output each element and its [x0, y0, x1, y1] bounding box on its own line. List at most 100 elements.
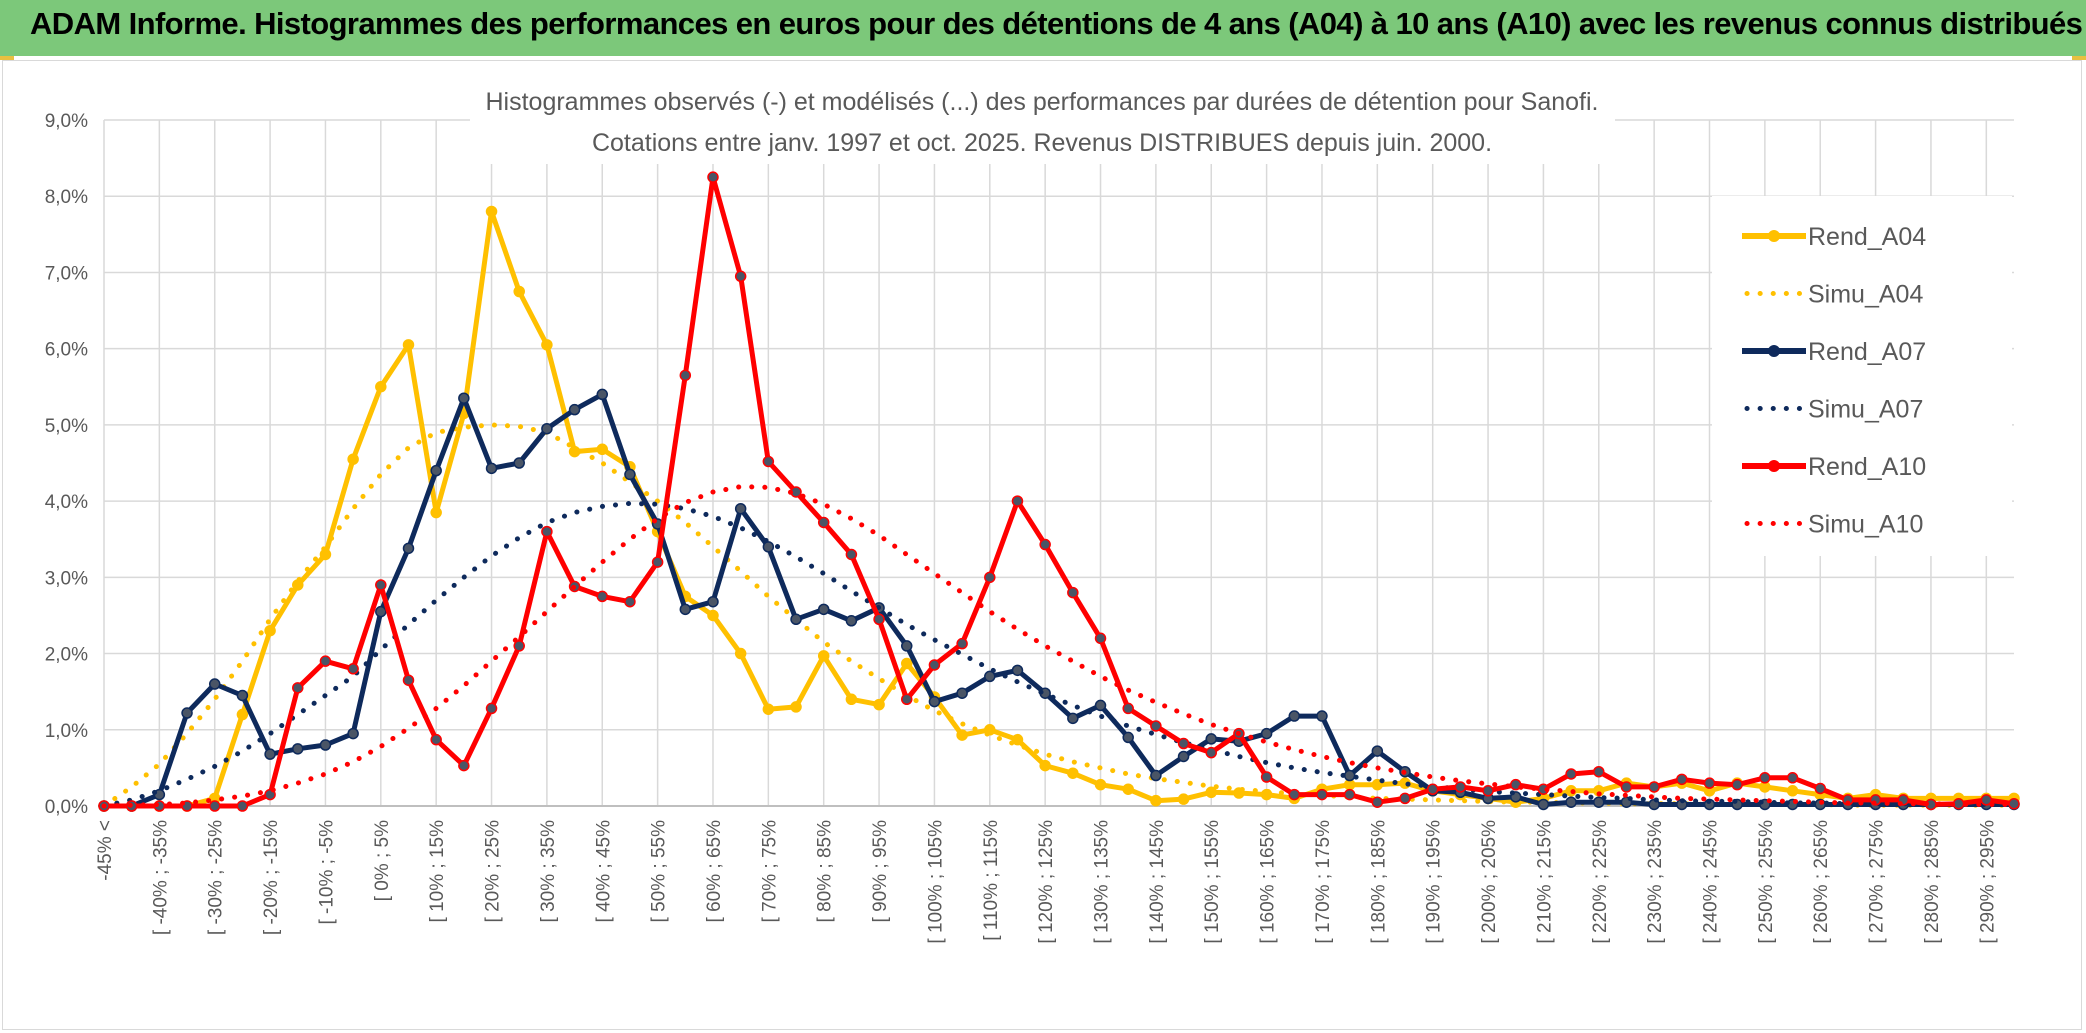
rend-a10-point: [236, 800, 249, 812]
rend-a10-point: [1952, 797, 1965, 810]
rend-a07-point: [1537, 798, 1550, 811]
x-tick-label: [ 260% ; 265%: [1811, 820, 1832, 944]
x-tick-label: [ 210% ; 215%: [1534, 820, 1555, 944]
rend-a10-point: [1039, 538, 1051, 551]
rend-a04-point: [1122, 783, 1134, 795]
x-tick-label: [ -40% ; -35%: [150, 820, 171, 935]
rend-a10-point: [1122, 702, 1134, 715]
rend-a04-point: [347, 453, 359, 465]
rend-a07-point: [375, 605, 387, 618]
x-tick-label: [ 150% ; 155%: [1202, 820, 1223, 944]
simu-a10-line: [101, 484, 2017, 809]
rend-a07-point: [1316, 710, 1328, 722]
rend-a10-point: [1260, 771, 1273, 783]
rend-a10-point: [984, 571, 996, 584]
rend-a07-point: [1205, 733, 1217, 745]
rend-a04-line: [104, 209, 2014, 809]
x-tick-label: [ 240% ; 245%: [1701, 820, 1722, 944]
rend-a10-point: [485, 702, 498, 715]
x-tick-label: [ 30% ; 35%: [538, 820, 559, 923]
rend-a04-point: [873, 698, 885, 711]
rend-a10-point: [513, 640, 525, 652]
rend-a10-point: [707, 171, 719, 183]
x-tick-label: [ 90% ; 95%: [870, 820, 891, 923]
x-tick-label: [ -20% ; -15%: [261, 820, 282, 935]
rend-a07-point: [208, 678, 221, 690]
legend-label-simu-a10: Simu_A10: [1808, 511, 1923, 539]
rend-a10-point: [624, 595, 636, 608]
y-tick-label: 5,0%: [45, 416, 88, 437]
rend-a10-point: [901, 693, 913, 706]
rend-a10-point: [1067, 586, 1079, 599]
rend-a07-point: [236, 689, 249, 702]
y-tick-label: 8,0%: [45, 187, 88, 208]
rend-a10-point: [1814, 782, 1826, 795]
rend-a07-point: [596, 388, 609, 401]
rend-a07-point: [1067, 712, 1079, 725]
rend-a04-point: [568, 445, 581, 458]
rend-a04-point: [513, 285, 525, 298]
rend-a04-point: [817, 650, 830, 662]
x-tick-label: [ 110% ; 115%: [981, 820, 1002, 941]
rend-a10-point: [458, 759, 470, 772]
x-tick-label: [ 80% ; 85%: [815, 820, 836, 923]
axes: 0,0% 1,0% 2,0% 3,0% 4,0% 5,0% 6,0% 7,0% 8,0% 9,0%…: [45, 111, 2014, 944]
y-tick-label: 2,0%: [45, 645, 88, 666]
rend-a04-point: [1094, 778, 1107, 791]
rend-a07-point: [264, 748, 276, 760]
rend-a10-point: [1288, 788, 1301, 801]
rend-a10-point: [1620, 781, 1633, 793]
rend-a10-point: [1371, 796, 1384, 808]
x-tick-label: [ 140% ; 145%: [1147, 820, 1168, 944]
rend-a04-point: [956, 729, 968, 741]
rend-a10-point: [1454, 781, 1467, 793]
rend-a10-point: [208, 800, 221, 812]
rend-a04-point: [402, 339, 415, 351]
rend-a07-point: [568, 403, 581, 416]
rend-a10-point: [541, 525, 553, 538]
rend-a04-point: [264, 624, 276, 637]
rend-a07-point: [845, 615, 858, 627]
rend-a07-point: [1343, 769, 1356, 782]
x-tick-label: [ 50% ; 55%: [649, 820, 670, 923]
y-tick-label: 7,0%: [45, 263, 88, 284]
y-tick-label: 6,0%: [45, 340, 88, 361]
x-tick-label: [ 70% ; 75%: [759, 820, 780, 923]
rend-a10-point: [1150, 720, 1162, 732]
rend-a04-point: [430, 506, 442, 519]
y-tick-label: 9,0%: [45, 111, 88, 132]
legend-marker-rend-a04: [1768, 230, 1780, 242]
rend-a04-point: [596, 443, 609, 456]
rend-a07-point: [513, 457, 525, 469]
rend-a07-point: [1094, 699, 1107, 712]
rend-a04-point: [1205, 786, 1217, 799]
rend-a10-point: [956, 637, 968, 650]
rend-a10-point: [292, 682, 304, 694]
chart-subtitle: Cotations entre janv. 1997 et oct. 2025.…: [592, 129, 1492, 157]
rend-a10-point: [1703, 777, 1716, 789]
rend-a07-point: [1565, 796, 1577, 808]
rend-a10-point: [679, 369, 692, 382]
chart-titles: Histogrammes observés (-) et modélisés (…: [470, 82, 1615, 164]
rend-a10-point: [430, 733, 442, 746]
rend-a07-point: [901, 640, 913, 652]
rend-a10-point: [1759, 772, 1771, 784]
x-tick-label: [ -10% ; -5%: [316, 820, 337, 925]
rend-a04-point: [1177, 793, 1190, 805]
rend-a07-line: [104, 391, 2014, 809]
rend-a10-point: [2008, 797, 2020, 810]
rend-a04-point: [541, 339, 553, 351]
rend-a10-point: [1786, 772, 1799, 784]
y-tick-label: 1,0%: [45, 721, 88, 742]
rend-a07-point: [624, 468, 636, 481]
legend-marker-rend-a07: [1768, 345, 1780, 357]
y-tick-label: 4,0%: [45, 492, 88, 513]
simu-a07-line: [101, 500, 2017, 809]
rend-a04-point: [845, 693, 858, 706]
rend-a04-point: [1011, 733, 1024, 746]
rend-a10-point: [1731, 778, 1743, 791]
rend-a07-point: [1177, 750, 1190, 763]
x-tick-label: [ 190% ; 195%: [1424, 820, 1445, 944]
legend-marker-rend-a10: [1768, 460, 1780, 472]
corner-mark-right: [2072, 56, 2086, 60]
